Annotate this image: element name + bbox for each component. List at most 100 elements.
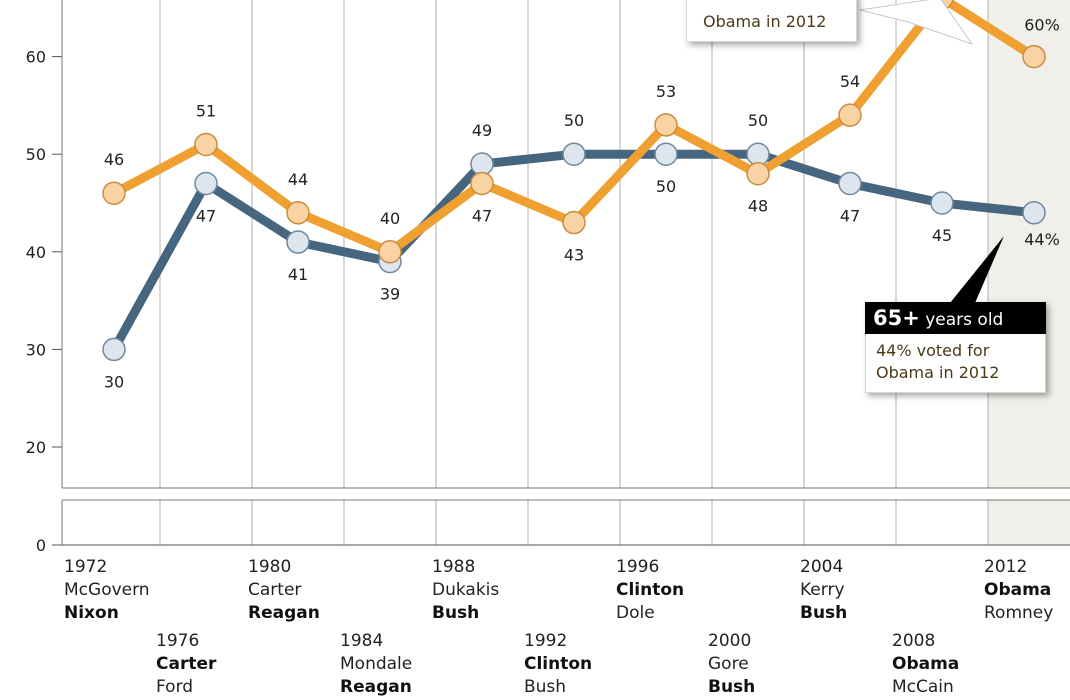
value-label-65+-1988: 49 [472,121,492,140]
value-label-18-29-2000: 48 [748,197,768,216]
x-label-loser-2004: Kerry [800,580,845,600]
x-label-winner-2008: Obama [892,654,959,674]
data-point-18-29-1980 [286,201,310,225]
value-label-65+-1976: 47 [196,206,216,225]
x-label-year-2008: 2008 [892,631,935,651]
value-labels: 46 51 44 40 47 43 53 48 54 60% 30 47 41 39 49 50 50 50 47 4… [104,16,1060,392]
seniors-callout-pointer [950,236,1004,303]
x-label-loser-1988: Dukakis [432,580,499,600]
seniors-callout-line1: 44% voted for [876,341,990,360]
x-label-year-2004: 2004 [800,557,843,577]
x-label-year-1972: 1972 [64,557,107,577]
data-point-65+-1992 [562,142,586,166]
y-tick-label: 0 [36,536,46,555]
seniors-callout-age: 65+ [873,306,920,330]
x-label-winner-1992: Clinton [524,654,592,674]
young-callout-pointer [859,0,974,45]
data-point-65+-1996 [654,142,678,166]
highlight-2012-lower [988,500,1070,545]
value-label-18-29-1996: 53 [656,82,676,101]
data-point-65+-2000 [746,142,770,166]
data-point-65+-1980 [286,230,310,254]
data-point-18-29-1984 [378,240,402,264]
highlight-2012-upper [988,0,1070,488]
x-label-year-1984: 1984 [340,631,383,651]
data-point-65+-1988 [470,152,494,176]
seniors-callout-subtitle: years old [925,310,1004,330]
x-label-loser-2000: Gore [708,654,749,674]
data-point-18-29-1976 [194,132,218,157]
x-label-loser-1984: Mondale [340,654,412,674]
x-label-year-1980: 1980 [248,557,291,577]
x-label-winner-1984: Reagan [340,677,412,697]
data-point-18-29-2012 [1022,44,1046,69]
value-label-65+-2008: 45 [932,226,952,245]
value-label-18-29-1980: 44 [288,170,308,189]
y-tick-label: 50 [26,145,46,164]
value-label-65+-2004: 47 [840,206,860,225]
young-voters-callout: Obama in 2012 [686,0,858,42]
value-label-65+-2000: 50 [748,111,768,130]
x-label-loser-1972: McGovern [64,580,150,600]
x-axis-labels: 1972 McGovern Nixon 1976 Carter Ford 1980 Carte… [64,557,1053,697]
x-label-year-1996: 1996 [616,557,659,577]
seniors-callout-body: 44% voted for Obama in 2012 [865,334,1046,393]
callout-pointers [859,0,1004,303]
data-point-18-29-1972 [102,181,126,205]
x-label-winner-1980: Reagan [248,603,320,623]
data-point-18-29-1992 [562,210,586,235]
x-label-winner-1988: Bush [432,603,479,623]
y-axis: 0 20 30 40 50 60 [26,0,1070,555]
x-label-loser-1976: Ford [156,677,193,697]
y-tick-label: 30 [26,340,46,359]
data-point-18-29-1988 [470,171,494,196]
value-label-18-29-1972: 46 [104,150,124,169]
value-label-65+-1980: 41 [288,265,308,284]
x-label-loser-1992: Bush [524,677,566,697]
value-label-65+-1996: 50 [656,177,676,196]
data-point-18-29-2000 [746,161,770,186]
value-label-65+-1992: 50 [564,111,584,130]
value-label-65+-1984: 39 [380,285,400,304]
seniors-callout-title: 65+ years old [865,302,1046,334]
x-label-loser-2012: Romney [984,603,1053,623]
value-label-18-29-2012: 60% [1024,16,1060,35]
value-label-65+-2012: 44% [1024,230,1060,249]
x-label-winner-1976: Carter [156,654,217,674]
gridlines [159,0,989,545]
x-label-year-2012: 2012 [984,557,1027,577]
value-label-18-29-1992: 43 [564,246,584,265]
x-label-year-1992: 1992 [524,631,567,651]
series-points [102,0,1046,362]
data-point-65+-1976 [194,171,218,196]
x-label-winner-1996: Clinton [616,580,684,600]
plot-background [988,0,1070,545]
x-label-loser-1996: Dole [616,603,655,623]
data-point-65+-2004 [838,171,862,196]
x-label-loser-1980: Carter [248,580,301,600]
x-label-winner-2012: Obama [984,580,1051,600]
data-point-65+-1972 [102,337,126,362]
value-label-18-29-2004: 54 [840,72,860,91]
x-label-winner-2000: Bush [708,677,755,697]
data-point-65+-2008 [930,191,954,215]
x-label-winner-1972: Nixon [64,603,119,623]
young-callout-text: Obama in 2012 [686,0,858,42]
y-tick-label: 40 [26,243,46,262]
value-label-18-29-1988: 47 [472,206,492,225]
x-label-year-1976: 1976 [156,631,199,651]
data-point-18-29-1996 [654,113,678,137]
seniors-callout: 65+ years old 44% voted for Obama in 201… [865,302,1046,393]
value-label-18-29-1976: 51 [196,101,216,120]
data-point-65+-2012 [1022,201,1046,225]
value-label-65+-1972: 30 [104,372,124,391]
x-label-year-2000: 2000 [708,631,751,651]
y-tick-label: 60 [26,48,46,67]
x-label-year-1988: 1988 [432,557,475,577]
value-label-18-29-1984: 40 [380,209,400,228]
seniors-callout-line2: Obama in 2012 [876,363,1000,382]
x-label-loser-2008: McCain [892,677,954,697]
x-label-winner-2004: Bush [800,603,847,623]
data-point-18-29-2004 [838,103,862,127]
